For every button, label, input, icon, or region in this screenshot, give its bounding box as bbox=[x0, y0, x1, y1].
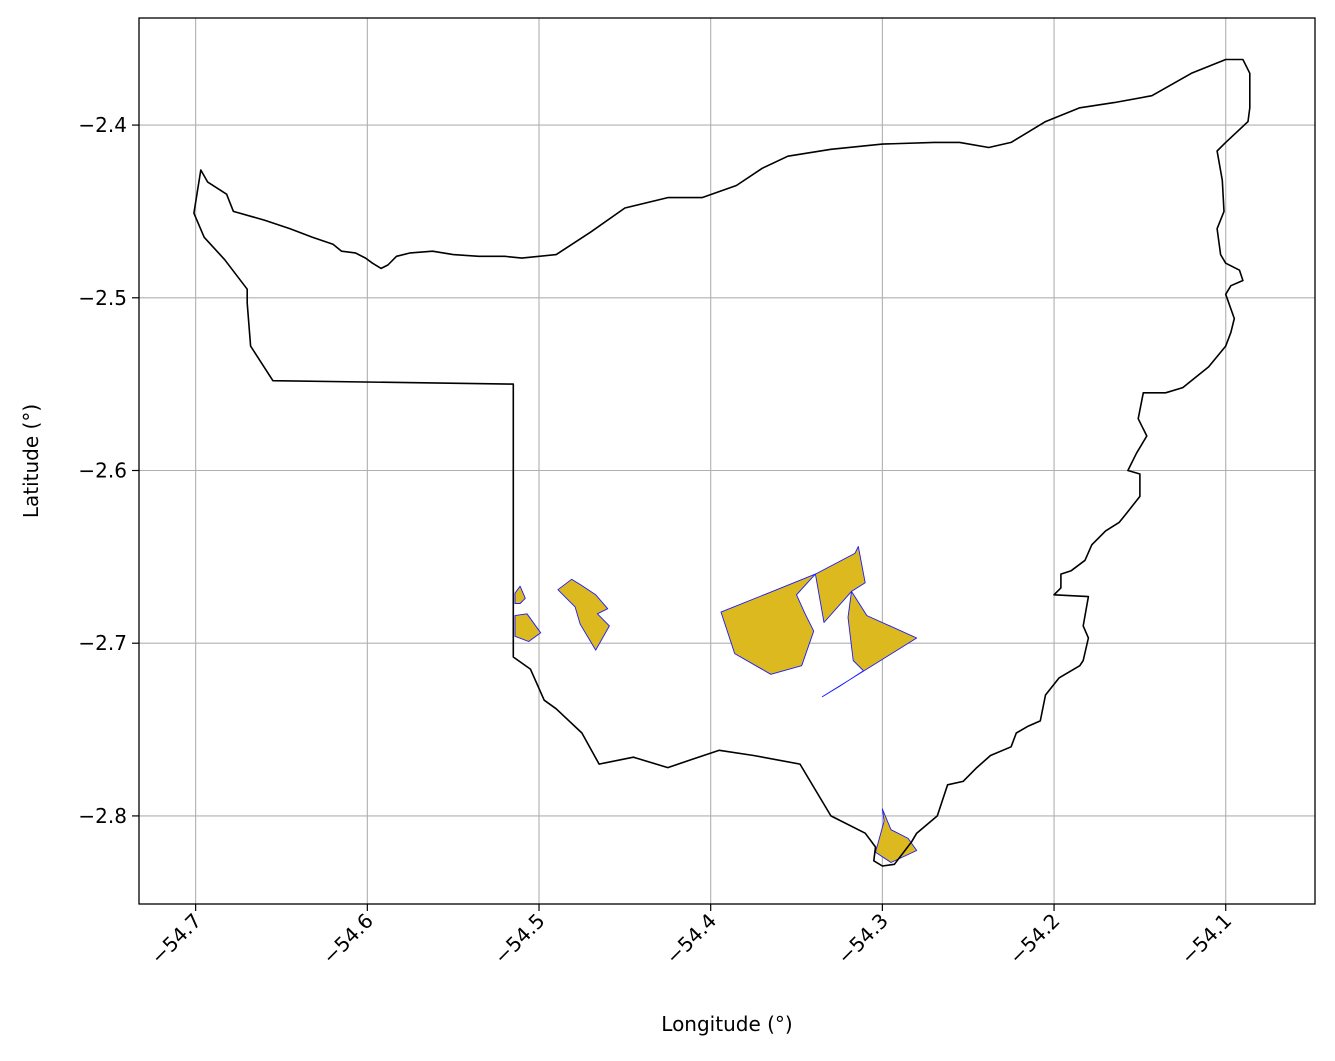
y-tick-label: −2.8 bbox=[78, 804, 127, 828]
x-tick-label: −54.7 bbox=[146, 909, 206, 969]
x-tick-label: −54.6 bbox=[318, 909, 378, 969]
y-tick-label: −2.5 bbox=[78, 286, 127, 310]
land-patch bbox=[514, 585, 526, 604]
x-tick-label: −54.4 bbox=[661, 909, 721, 969]
x-tick-label: −54.2 bbox=[1004, 909, 1064, 969]
land-patch bbox=[814, 546, 866, 623]
grid-lines bbox=[139, 18, 1315, 904]
axis-ticks: −54.7 −54.6 −54.5 −54.4 −54.3 −54.2 −54.1 −2.4 −… bbox=[78, 113, 1236, 969]
x-tick-label: −54.5 bbox=[489, 909, 549, 969]
map-layers bbox=[193, 58, 1251, 867]
x-tick-label: −54.3 bbox=[833, 909, 893, 969]
land-patch bbox=[557, 578, 610, 651]
land-patch bbox=[720, 573, 816, 675]
y-tick-label: −2.6 bbox=[78, 458, 127, 482]
land-patch bbox=[875, 808, 918, 863]
y-axis-label: Latitude (°) bbox=[19, 404, 43, 518]
land-patch bbox=[514, 613, 542, 642]
y-tick-label: −2.4 bbox=[78, 113, 127, 137]
y-tick-label: −2.7 bbox=[78, 631, 127, 655]
region-boundary bbox=[193, 58, 1251, 867]
x-tick-label: −54.1 bbox=[1176, 909, 1236, 969]
x-axis-label: Longitude (°) bbox=[661, 1012, 792, 1036]
land-patch bbox=[821, 590, 918, 698]
plot-frame bbox=[138, 17, 1316, 905]
